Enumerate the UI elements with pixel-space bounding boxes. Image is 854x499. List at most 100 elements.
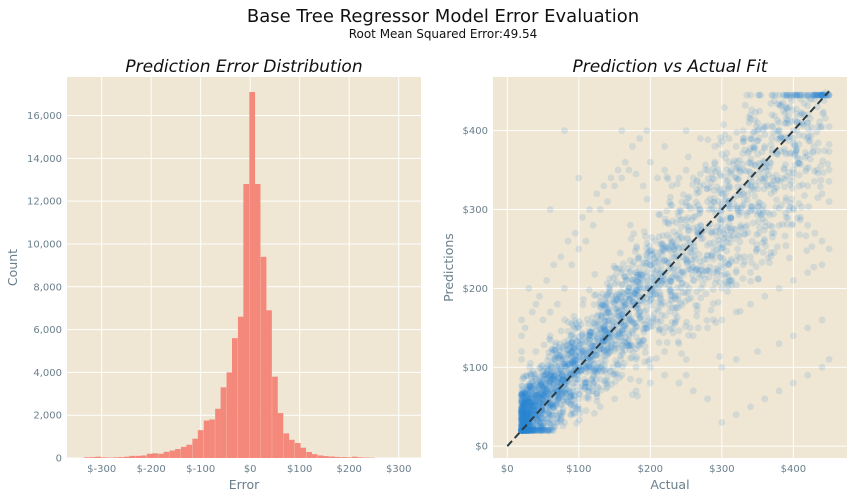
scatter-point xyxy=(736,156,744,164)
scatter-point xyxy=(628,341,636,349)
scatter-point xyxy=(532,375,540,383)
scatter-point xyxy=(570,370,578,378)
histogram-bar xyxy=(175,449,181,458)
scatter-point xyxy=(546,332,554,340)
scatter-point xyxy=(804,125,812,133)
scatter-point xyxy=(702,161,709,169)
histogram-bar xyxy=(163,451,170,458)
scatter-point xyxy=(547,401,555,409)
scatter-point xyxy=(671,242,679,250)
scatter-point xyxy=(763,122,771,130)
scatter-point xyxy=(536,426,544,434)
scatter-point xyxy=(679,279,686,287)
scatter-point xyxy=(713,269,721,277)
scatter-point xyxy=(524,394,532,402)
scatter-point xyxy=(529,424,537,432)
scatter-point xyxy=(564,327,572,335)
scatter-point xyxy=(727,215,734,223)
scatter-point xyxy=(640,326,647,333)
histogram-bar xyxy=(345,457,352,458)
scatter-point xyxy=(644,269,652,276)
scatter-point xyxy=(527,400,535,408)
scatter-point xyxy=(779,99,787,106)
scatter-point xyxy=(616,374,623,382)
scatter-point xyxy=(530,370,538,378)
scatter-point xyxy=(584,334,592,341)
scatter-point xyxy=(521,399,529,407)
scatter-point xyxy=(780,91,788,99)
scatter-point xyxy=(525,422,532,430)
scatter-point xyxy=(611,182,618,190)
scatter-point xyxy=(536,382,544,390)
scatter-point xyxy=(695,188,703,196)
scatter-point xyxy=(565,367,573,374)
scatter-point xyxy=(748,203,755,211)
scatter-point xyxy=(559,355,567,363)
scatter-point xyxy=(571,335,579,343)
x-tick-label: $100 xyxy=(287,464,312,475)
scatter-point xyxy=(575,343,583,350)
scatter-point xyxy=(766,259,773,266)
scatter-point xyxy=(570,344,578,351)
scatter-point xyxy=(788,221,796,229)
scatter-point xyxy=(815,91,823,99)
scatter-point xyxy=(527,370,534,378)
scatter-point xyxy=(581,383,589,391)
scatter-point xyxy=(586,332,593,339)
scatter-point xyxy=(634,273,641,281)
scatter-point xyxy=(784,112,792,119)
scatter-point xyxy=(761,144,768,152)
scatter-point xyxy=(767,180,775,188)
scatter-point xyxy=(732,355,740,363)
scatter-point xyxy=(539,423,547,430)
scatter-point xyxy=(520,416,528,424)
scatter-point xyxy=(604,379,611,387)
scatter-point xyxy=(761,143,769,150)
scatter-point xyxy=(561,393,569,401)
scatter-point xyxy=(529,398,537,406)
scatter-point xyxy=(530,395,538,403)
scatter-point xyxy=(773,151,781,158)
scatter-point xyxy=(619,327,626,335)
scatter-point xyxy=(521,412,528,419)
scatter-point xyxy=(602,327,610,335)
scatter-point xyxy=(643,127,651,135)
scatter-point xyxy=(605,309,613,317)
scatter-point xyxy=(618,269,625,277)
scatter-point xyxy=(607,368,614,376)
scatter-point xyxy=(526,412,533,420)
scatter-point xyxy=(555,374,562,382)
scatter-point xyxy=(739,261,747,269)
scatter-point xyxy=(683,234,691,242)
scatter-point xyxy=(746,181,754,189)
scatter-point xyxy=(754,198,762,206)
scatter-point xyxy=(575,342,583,350)
scatter-point xyxy=(521,404,528,412)
scatter-point xyxy=(677,208,684,215)
scatter-point xyxy=(789,206,797,213)
scatter-point xyxy=(704,252,712,259)
scatter-point xyxy=(525,424,532,432)
scatter-point xyxy=(719,216,727,224)
scatter-point xyxy=(519,375,526,383)
scatter-point xyxy=(528,426,536,434)
scatter-point xyxy=(549,346,557,353)
scatter-point xyxy=(653,354,660,362)
scatter-point xyxy=(773,127,781,135)
scatter-point xyxy=(570,346,578,354)
scatter-point xyxy=(536,418,544,426)
scatter-point xyxy=(651,290,659,298)
scatter-point xyxy=(761,395,769,403)
scatter-point xyxy=(753,231,761,238)
scatter-point xyxy=(666,275,674,282)
scatter-point xyxy=(641,358,649,366)
scatter-point xyxy=(549,380,556,388)
scatter-point xyxy=(556,410,564,418)
scatter-point xyxy=(789,166,797,174)
scatter-point xyxy=(564,347,572,354)
scatter-point xyxy=(538,396,546,404)
scatter-point xyxy=(641,299,649,307)
scatter-point xyxy=(749,129,757,137)
scatter-point xyxy=(715,236,723,244)
scatter-point xyxy=(739,275,747,283)
